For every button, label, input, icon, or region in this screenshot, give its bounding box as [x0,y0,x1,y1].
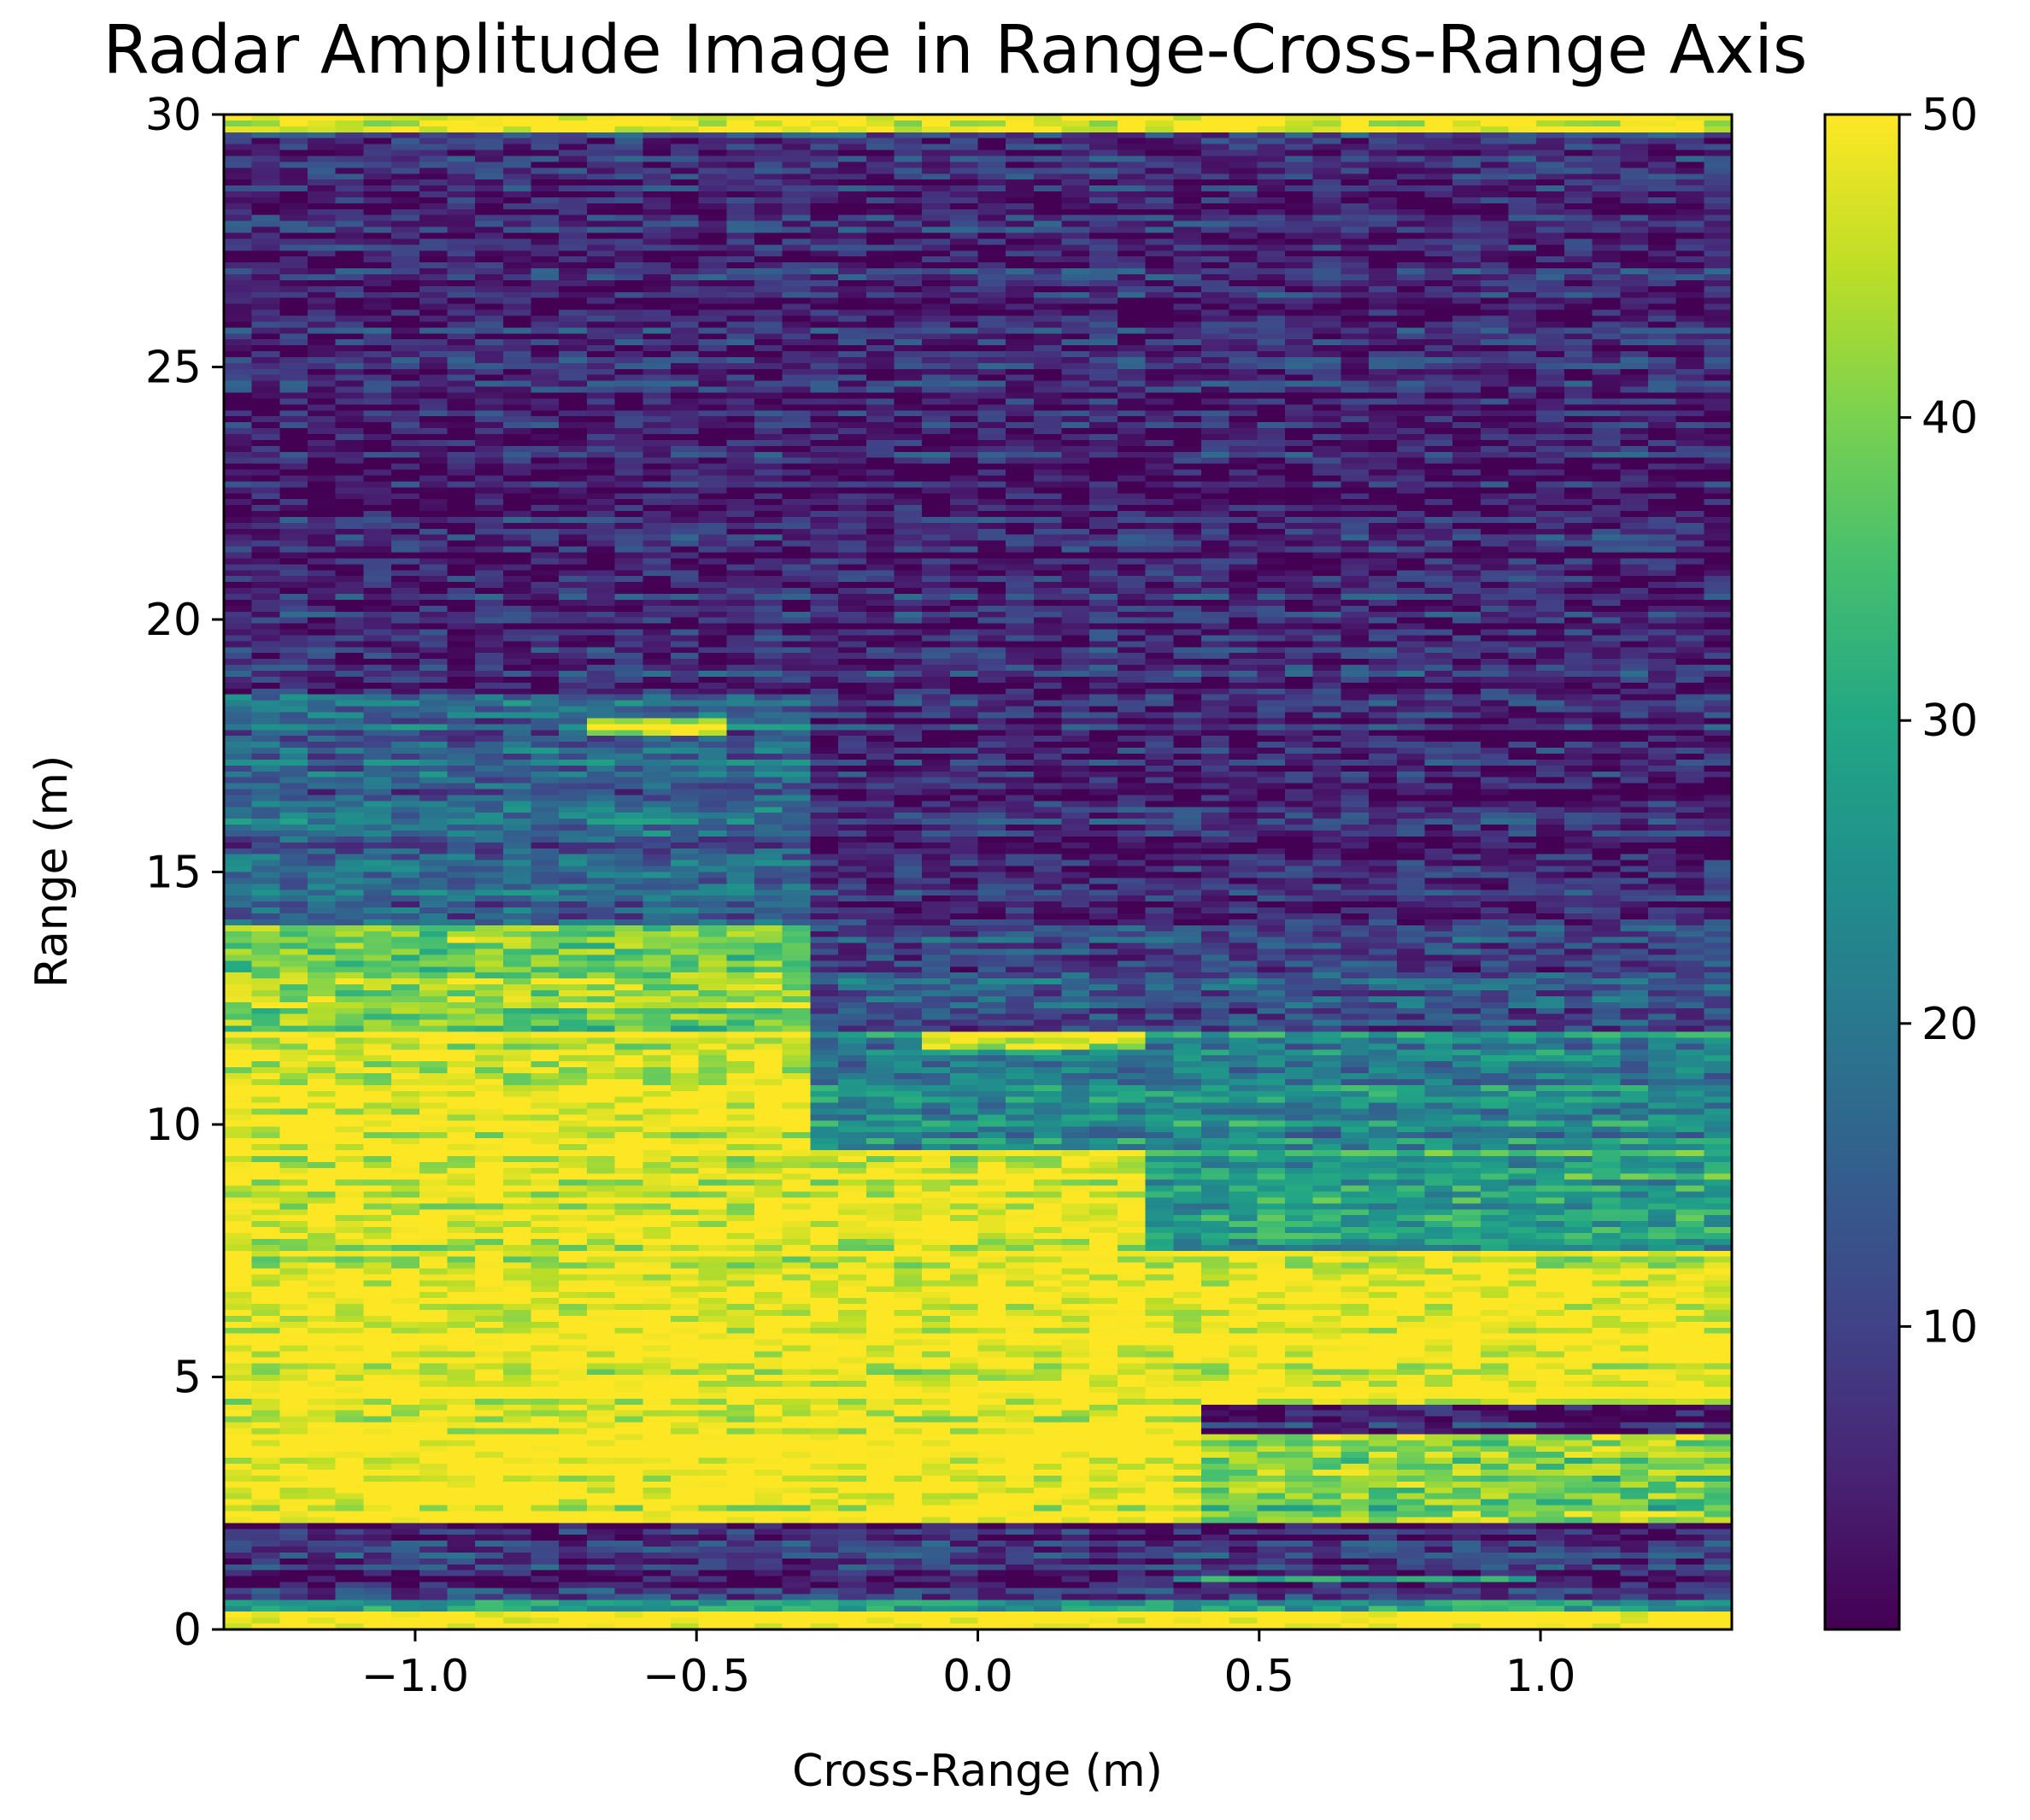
x-axis-ticks: −1.0 −0.5 0.0 0.5 1.0 [361,1629,1576,1702]
heatmap-image [224,114,1732,1629]
chart-title: Radar Amplitude Image in Range-Cross-Ran… [103,12,1807,89]
x-tick-label: −1.0 [361,1651,469,1702]
y-axis-label: Range (m) [26,755,78,989]
y-tick-label: 5 [173,1353,202,1404]
x-axis-label: Cross-Range (m) [792,1746,1163,1797]
colorbar-ticks: 10 20 30 40 50 [1899,90,1978,1353]
plot-frame [222,113,1734,1631]
colorbar-tick-label: 30 [1921,696,1978,747]
colorbar-tick-label: 20 [1921,999,1978,1050]
x-tick-label: −0.5 [642,1651,750,1702]
y-tick-label: 30 [145,90,202,141]
y-tick-label: 10 [145,1100,202,1151]
x-tick-label: 0.0 [942,1651,1013,1702]
colorbar-gradient [1825,114,1899,1629]
y-tick-label: 0 [173,1605,202,1656]
y-axis-ticks: 0 5 10 15 20 25 30 [145,90,224,1656]
x-tick-label: 1.0 [1505,1651,1576,1702]
y-tick-label: 15 [145,848,202,899]
colorbar-tick-label: 10 [1921,1301,1978,1353]
colorbar-tick-label: 40 [1921,393,1978,444]
colorbar-frame [1823,113,1901,1631]
colorbar-tick-label: 50 [1921,90,1978,141]
x-tick-label: 0.5 [1223,1651,1294,1702]
y-tick-label: 20 [145,595,202,646]
y-tick-label: 25 [145,343,202,394]
